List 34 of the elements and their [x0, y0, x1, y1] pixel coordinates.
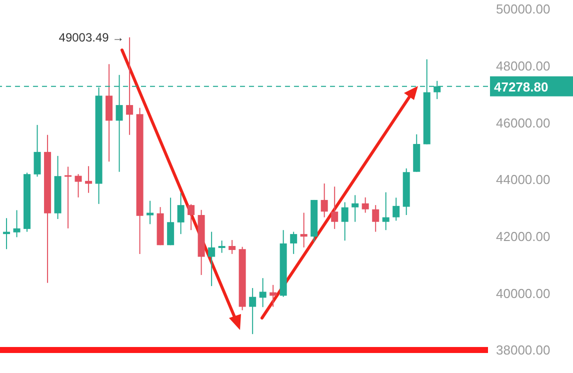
candlestick: [177, 192, 184, 235]
candlestick: [126, 36, 134, 136]
candlestick: [146, 200, 154, 225]
y-tick-label: 42000.00: [496, 228, 550, 244]
y-tick-label: 50000.00: [496, 2, 550, 17]
candlestick: [74, 174, 82, 198]
annotation: 49003.49 →: [58, 30, 124, 45]
candlestick: [64, 166, 72, 229]
ref-line-label: 47278.80: [494, 79, 548, 94]
candlestick: [188, 204, 195, 231]
candlestick: [228, 240, 236, 254]
candlestick: [290, 231, 298, 254]
candlestick: [382, 192, 390, 231]
candlestick: [320, 182, 328, 218]
y-tick-label: 44000.00: [496, 172, 550, 188]
candlestick: [392, 197, 400, 222]
candlestick: [208, 231, 216, 287]
candlestick: [218, 240, 226, 254]
y-tick-label: 48000.00: [496, 58, 550, 74]
candlestick: [13, 210, 20, 238]
y-tick-label: 40000.00: [496, 286, 550, 301]
candlestick: [362, 196, 369, 214]
candlestick: [352, 194, 359, 222]
candlestick: [85, 166, 92, 194]
y-tick-label: 38000.00: [496, 342, 550, 358]
candlestick: [167, 197, 174, 246]
y-tick-label: 46000.00: [496, 115, 550, 130]
candlestick: [341, 202, 348, 242]
candlestick: [34, 124, 41, 178]
candlestick: [331, 186, 338, 230]
candlestick: [249, 288, 256, 335]
candlestick: [372, 204, 380, 232]
candlestick: [259, 278, 266, 308]
candlestick: [300, 212, 308, 248]
